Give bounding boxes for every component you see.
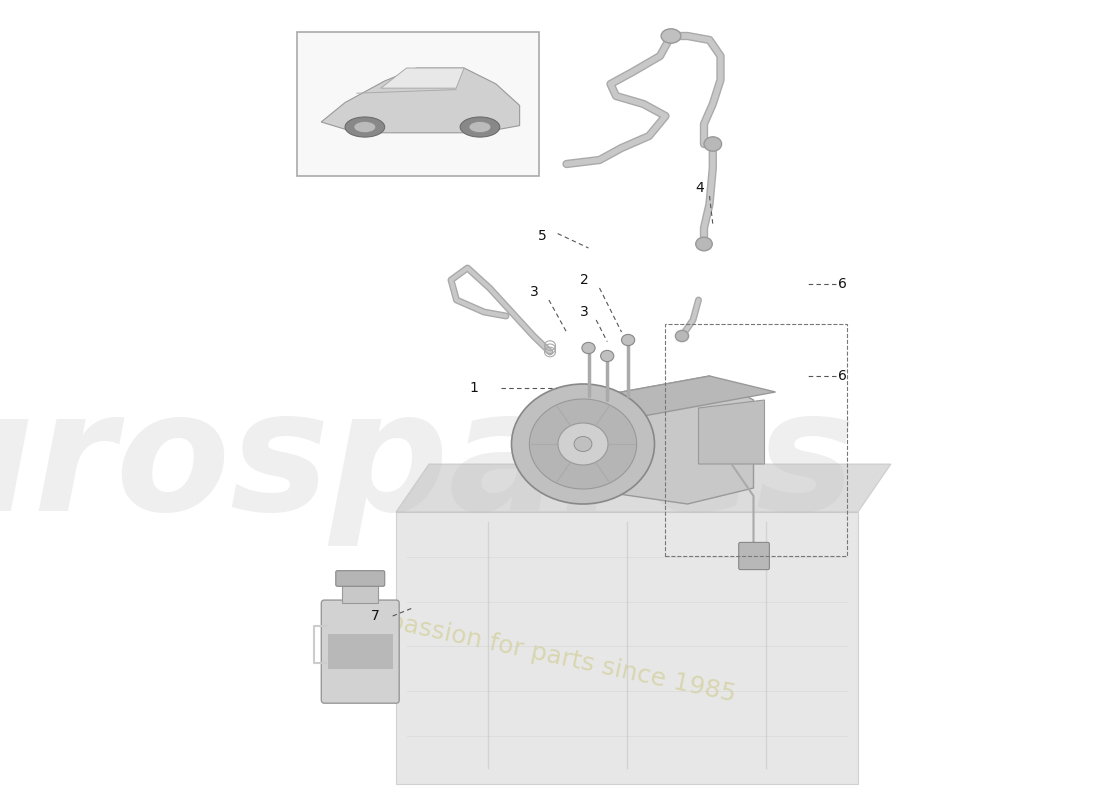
Polygon shape (396, 464, 891, 512)
Text: 6: 6 (838, 277, 847, 291)
Text: 5: 5 (538, 229, 547, 243)
Ellipse shape (460, 117, 499, 137)
FancyBboxPatch shape (342, 583, 378, 603)
Text: 1: 1 (470, 381, 478, 395)
Ellipse shape (558, 423, 608, 465)
Text: 6: 6 (838, 369, 847, 383)
Polygon shape (698, 400, 764, 464)
Ellipse shape (574, 437, 592, 451)
Polygon shape (578, 376, 776, 416)
Text: a passion for parts since 1985: a passion for parts since 1985 (363, 605, 737, 707)
Text: 4: 4 (695, 181, 704, 195)
Ellipse shape (695, 238, 713, 250)
Text: 2: 2 (580, 273, 588, 287)
FancyBboxPatch shape (321, 600, 399, 703)
FancyBboxPatch shape (297, 32, 539, 176)
FancyBboxPatch shape (336, 570, 385, 586)
FancyBboxPatch shape (328, 634, 393, 669)
Ellipse shape (582, 342, 595, 354)
Polygon shape (578, 376, 754, 504)
Ellipse shape (345, 117, 385, 137)
Ellipse shape (512, 384, 654, 504)
Ellipse shape (354, 122, 376, 133)
Ellipse shape (661, 29, 681, 43)
Ellipse shape (621, 334, 635, 346)
Ellipse shape (469, 122, 491, 133)
Text: 7: 7 (371, 609, 380, 623)
FancyBboxPatch shape (739, 542, 769, 570)
Polygon shape (321, 68, 519, 133)
Text: 3: 3 (530, 285, 539, 299)
Ellipse shape (601, 350, 614, 362)
FancyBboxPatch shape (396, 512, 858, 784)
Ellipse shape (675, 330, 689, 342)
Text: 3: 3 (580, 305, 588, 319)
Ellipse shape (529, 399, 637, 489)
Text: eurospares: eurospares (0, 382, 857, 546)
Polygon shape (381, 68, 464, 88)
Ellipse shape (704, 137, 722, 151)
